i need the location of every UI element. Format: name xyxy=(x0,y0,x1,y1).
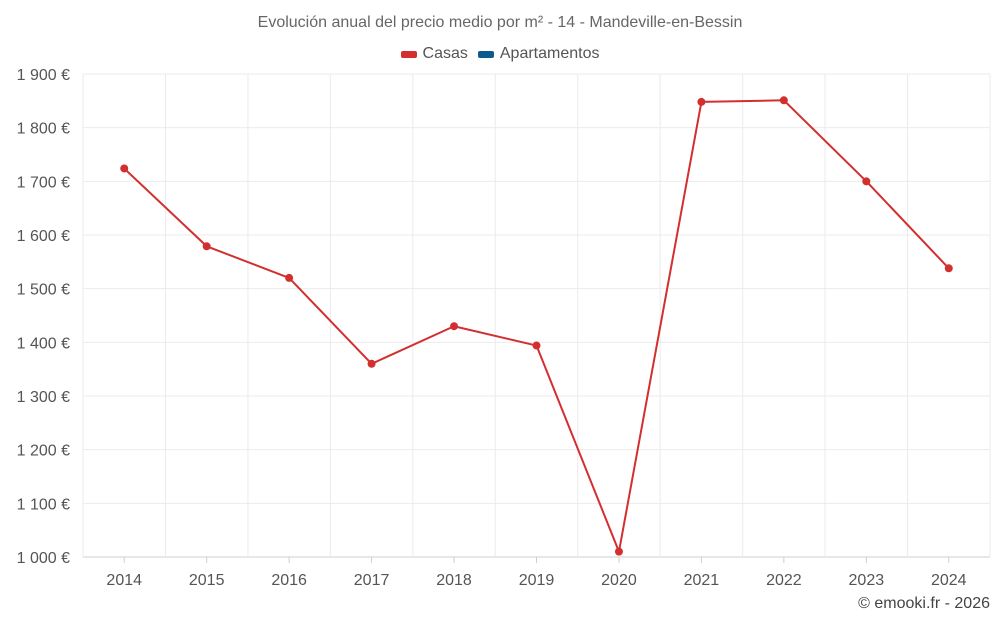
x-tick-label: 2024 xyxy=(931,572,967,589)
data-point-casas[interactable] xyxy=(532,341,541,350)
data-point-casas[interactable] xyxy=(367,359,376,368)
y-tick-label: 1 400 € xyxy=(17,335,70,352)
legend-label-casas: Casas xyxy=(422,45,468,62)
y-tick-label: 1 800 € xyxy=(17,121,70,138)
y-tick-label: 1 600 € xyxy=(17,228,70,245)
data-point-casas[interactable] xyxy=(779,96,788,105)
x-tick-label: 2017 xyxy=(354,572,390,589)
legend-item-casas[interactable]: Casas xyxy=(400,45,468,63)
x-tick-label: 2016 xyxy=(271,572,307,589)
data-point-casas[interactable] xyxy=(285,273,294,282)
y-tick-label: 1 000 € xyxy=(17,550,70,567)
x-tick-label: 2020 xyxy=(601,572,637,589)
legend: Casas Apartamentos xyxy=(0,45,1000,63)
x-tick-label: 2023 xyxy=(849,572,885,589)
y-tick-label: 1 700 € xyxy=(17,174,70,191)
chart-title: Evolución anual del precio medio por m² … xyxy=(257,14,743,31)
y-tick-label: 1 500 € xyxy=(17,282,70,299)
x-tick-label: 2019 xyxy=(519,572,555,589)
data-point-casas[interactable] xyxy=(614,547,623,556)
data-point-casas[interactable] xyxy=(120,164,129,173)
legend-swatch-casas xyxy=(400,50,417,58)
x-tick-label: 2022 xyxy=(766,572,802,589)
y-tick-label: 1 200 € xyxy=(17,443,70,460)
x-tick-label: 2015 xyxy=(189,572,225,589)
data-point-casas[interactable] xyxy=(862,177,871,186)
data-point-casas[interactable] xyxy=(697,97,706,106)
data-point-casas[interactable] xyxy=(944,264,953,273)
x-tick-label: 2021 xyxy=(684,572,720,589)
x-tick-label: 2014 xyxy=(106,572,142,589)
x-tick-label: 2018 xyxy=(436,572,472,589)
data-point-casas[interactable] xyxy=(202,242,211,251)
legend-swatch-apartamentos xyxy=(477,50,494,58)
data-point-casas[interactable] xyxy=(450,322,459,331)
legend-label-apartamentos: Apartamentos xyxy=(499,45,600,62)
y-tick-label: 1 300 € xyxy=(17,389,70,406)
legend-item-apartamentos[interactable]: Apartamentos xyxy=(477,45,600,63)
credit-text: © emooki.fr - 2026 xyxy=(858,595,990,612)
y-tick-label: 1 900 € xyxy=(17,67,70,84)
y-tick-label: 1 100 € xyxy=(17,496,70,513)
